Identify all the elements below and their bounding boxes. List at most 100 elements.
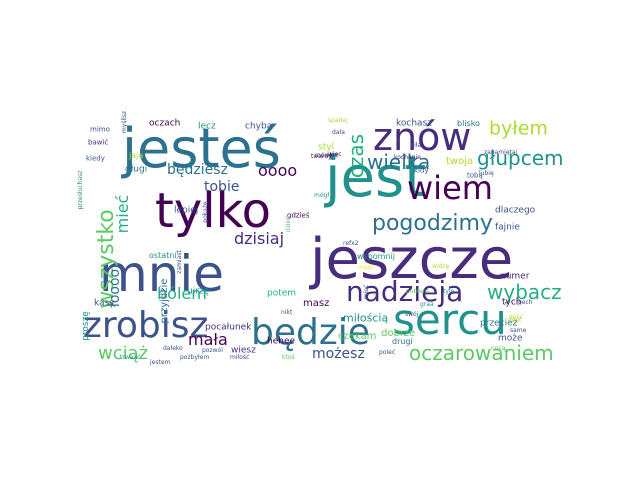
word-lecz: lecz — [198, 121, 216, 132]
word-ktos: ktoś — [282, 354, 295, 361]
word-pozwol: pozwól — [202, 347, 223, 354]
word-pozbylem: pozbyłem — [180, 354, 210, 361]
word-mowisz: mówisz — [315, 152, 338, 159]
word-blisko: blisko — [457, 119, 480, 128]
word-cloud: jesteś jest tylko mnie jeszcze znów sercu zrobi… — [77, 110, 574, 366]
word-wybacz: wybacz — [487, 280, 562, 304]
word-dzien: dzień — [285, 215, 292, 233]
word-mozesz: możesz — [312, 346, 365, 362]
word-mogl: mógł — [314, 192, 330, 199]
word-dosc: dość — [509, 314, 523, 321]
word-wiesz: wiesz — [231, 345, 256, 356]
word-jeszcze: jeszcze — [310, 227, 514, 292]
word-nikt: nikt — [281, 309, 293, 316]
word-dobrze: dobrze — [381, 328, 416, 339]
word-tyle: tyle — [443, 288, 455, 295]
word-jest: jest — [325, 145, 427, 210]
word-czekam: czekam — [338, 331, 377, 342]
word-moze: może — [498, 333, 523, 344]
word-graa: graa — [420, 301, 434, 308]
word-gdzies: gdzieś — [287, 211, 310, 220]
word-sercu: sercu — [393, 295, 507, 344]
word-kochasz: kochasz — [396, 118, 432, 129]
word-daleko: dałeko — [163, 345, 183, 352]
word-miec: mieć — [113, 194, 132, 234]
word-styl: styl — [318, 142, 335, 153]
word-spadaj: spadaj — [328, 117, 348, 124]
word-pobiera: pobiera — [406, 288, 429, 295]
word-milosc: miłość — [230, 354, 250, 361]
word-dala: dała — [332, 129, 345, 136]
word-kidy: kidy — [414, 166, 429, 175]
word-dzisiaj: dzisiaj — [234, 229, 285, 248]
word-oczach: oczach — [149, 118, 181, 129]
word-hehee: hehee — [267, 336, 296, 347]
word-bawic: bawić — [88, 138, 109, 147]
word-bedziesz: będziesz — [167, 162, 228, 178]
word-swoj: swój — [405, 311, 419, 318]
word-jestes: jesteś — [122, 117, 281, 180]
word-drugi: drugi — [392, 337, 413, 346]
word-przyjdzie: przyjdzie — [159, 278, 170, 324]
word-numer: numer — [500, 271, 530, 282]
word-lubie: lubię — [479, 170, 494, 177]
word-wciaz: wciąż — [98, 343, 149, 364]
word-wiem: wiem — [407, 169, 493, 207]
word-bylem: byłem — [489, 117, 548, 140]
word-fajnie: fajnie — [495, 222, 520, 233]
word-zapamietaj: zapamiętaj — [484, 149, 518, 156]
word-tylko: tylko — [155, 183, 272, 239]
word-widze: widzę — [432, 263, 450, 270]
word-wielka: wielka — [367, 150, 431, 174]
word-polec: poleć — [379, 349, 396, 356]
word-zamiast: zamiast — [176, 250, 183, 274]
word-kasy: kasy — [94, 298, 115, 309]
word-mam: mam — [358, 264, 374, 271]
word-trwaac: trwaać — [120, 354, 141, 361]
word-mnie: mnie — [99, 245, 225, 303]
word-masz: masz — [303, 298, 330, 309]
word-dlaczego: dlaczego — [495, 205, 536, 216]
word-pech: pech — [518, 299, 533, 306]
word-glupcem: głupcem — [477, 146, 564, 170]
word-prosze: proszę — [81, 311, 91, 341]
word-oczarowaniem: oczarowaniem — [409, 341, 554, 365]
word-potem: potem — [267, 288, 297, 299]
word-kiedy: kiedy — [86, 154, 105, 163]
word-czas: czas — [344, 133, 368, 179]
word-mala: mała — [188, 330, 228, 349]
word-chyba: chyba — [245, 121, 273, 132]
word-miloscia: miłością — [343, 311, 389, 325]
word-refx2: refx2 — [343, 240, 359, 247]
word-twardy: twardy — [311, 153, 332, 160]
word-kochanie: kochanie — [394, 154, 421, 161]
word-dlugi: długi — [125, 164, 148, 175]
word-same: same — [510, 327, 527, 334]
word-twoja: twoja — [446, 156, 474, 167]
word-przeciez: przecież — [480, 318, 518, 329]
word-ujrze: ujrzę — [187, 286, 210, 297]
word-jestem: jestem — [150, 359, 171, 366]
word-wiec: więc — [328, 151, 342, 158]
word-ostatni: ostatni — [149, 251, 177, 260]
word-bolem: bólem — [157, 284, 207, 303]
word-przesluchasz: przesłuchasz — [77, 170, 84, 210]
word-zrobisz: zrobisz — [83, 305, 209, 346]
word-wspomnij: wspomnij — [357, 252, 395, 261]
word-myslisz: myślisz — [121, 110, 128, 134]
word-jaja: jaja — [129, 151, 144, 160]
word-pogodzimy: pogodzimy — [372, 211, 493, 236]
word-noca: nocą — [491, 345, 506, 352]
word-lepiej: lepiej — [174, 205, 199, 216]
word-toba: tobą — [467, 171, 483, 180]
word-dosc: dość — [508, 317, 522, 324]
word-nadzieja: nadzieja — [346, 275, 464, 308]
word-tobie: tobie — [204, 179, 240, 195]
word-bedzie: będzie — [251, 312, 370, 353]
word-oooo: oooo — [258, 161, 298, 180]
word-mimo: mimo — [90, 125, 110, 134]
word-pocalunek: pocałunek — [205, 322, 252, 333]
word-tych: tych — [502, 297, 522, 308]
word-miec: mieć — [363, 284, 370, 300]
word-sila: siła — [411, 142, 422, 149]
